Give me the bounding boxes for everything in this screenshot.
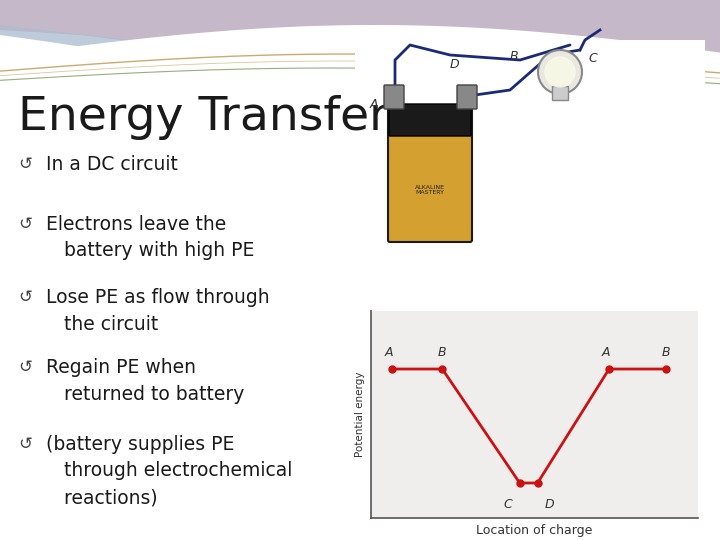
Polygon shape xyxy=(0,0,720,105)
Text: B: B xyxy=(438,346,446,359)
Text: D: D xyxy=(544,498,554,511)
Text: ↺: ↺ xyxy=(18,288,32,306)
Text: ↺: ↺ xyxy=(18,435,32,453)
Text: D: D xyxy=(450,58,459,71)
Y-axis label: Potential energy: Potential energy xyxy=(355,372,365,457)
Text: A: A xyxy=(384,346,393,359)
Text: ALKALINE
MASTERY: ALKALINE MASTERY xyxy=(415,185,445,195)
Polygon shape xyxy=(0,0,720,85)
Text: Energy Transfer: Energy Transfer xyxy=(18,95,389,140)
FancyBboxPatch shape xyxy=(457,85,477,109)
Text: In a DC circuit: In a DC circuit xyxy=(46,155,178,174)
Bar xyxy=(355,40,705,260)
Text: C: C xyxy=(588,52,597,65)
Text: Regain PE when
   returned to battery: Regain PE when returned to battery xyxy=(46,358,244,403)
Text: B: B xyxy=(510,50,518,63)
Bar xyxy=(552,86,568,100)
Text: ↺: ↺ xyxy=(18,358,32,376)
X-axis label: Location of charge: Location of charge xyxy=(477,524,593,537)
Text: A: A xyxy=(370,98,379,111)
Text: B: B xyxy=(662,346,670,359)
Polygon shape xyxy=(0,0,720,120)
Circle shape xyxy=(538,50,582,94)
FancyBboxPatch shape xyxy=(388,108,472,242)
Text: (battery supplies PE
   through electrochemical
   reactions): (battery supplies PE through electrochem… xyxy=(46,435,292,507)
FancyBboxPatch shape xyxy=(389,104,471,136)
Polygon shape xyxy=(0,25,720,540)
Text: C: C xyxy=(503,498,512,511)
Circle shape xyxy=(545,57,575,87)
Text: ↺: ↺ xyxy=(18,155,32,173)
Text: A: A xyxy=(602,346,611,359)
Text: ↺: ↺ xyxy=(18,215,32,233)
FancyBboxPatch shape xyxy=(384,85,404,109)
Text: Lose PE as flow through
   the circuit: Lose PE as flow through the circuit xyxy=(46,288,269,334)
Text: Electrons leave the
   battery with high PE: Electrons leave the battery with high PE xyxy=(46,215,254,260)
